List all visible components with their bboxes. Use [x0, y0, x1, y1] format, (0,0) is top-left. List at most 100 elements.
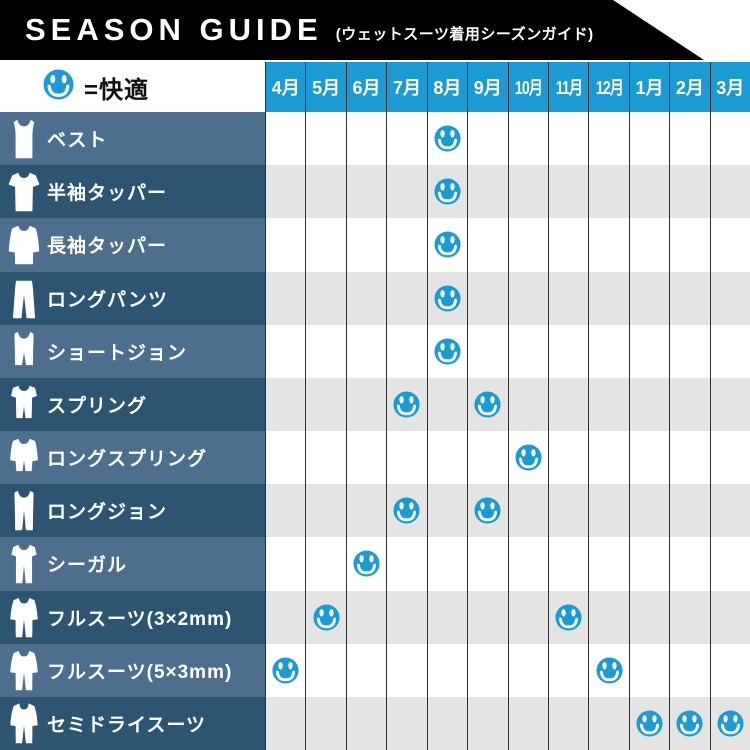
long-spring-suit-icon	[9, 438, 38, 472]
season-cell	[265, 218, 306, 272]
season-cell	[265, 431, 306, 485]
season-cell	[588, 431, 629, 485]
season-cell	[547, 271, 589, 325]
season-cell	[345, 431, 387, 485]
season-cell	[467, 431, 508, 485]
season-cell	[547, 484, 589, 538]
smiley-icon	[717, 710, 744, 737]
smiley-icon	[595, 657, 623, 684]
table-row: ロングスプリング	[0, 431, 750, 485]
season-cell	[345, 271, 387, 325]
season-cell	[467, 590, 508, 644]
season-cell	[386, 590, 427, 644]
table-header-row: =快適 4月 5月 6月 7月 8月 9月 10月 11月 12月 1月 2月 3月	[0, 60, 750, 112]
season-cell	[265, 643, 306, 697]
season-cell	[709, 112, 750, 166]
season-cell	[628, 377, 670, 432]
table-row: ショートジョン	[0, 324, 750, 378]
season-cell	[305, 271, 346, 325]
month-header: 11月	[547, 62, 589, 112]
table-row: ロングジョン	[0, 484, 750, 538]
garment-icon-box	[0, 329, 47, 374]
month-header: 4月	[265, 62, 306, 112]
row-label: スプリング	[47, 395, 148, 417]
smiley-icon	[434, 285, 461, 312]
garment-icon-box	[0, 222, 47, 267]
season-cell	[265, 590, 306, 644]
smiley-icon	[43, 69, 74, 100]
garment-icon-box	[0, 116, 47, 161]
smiley-icon	[393, 391, 421, 418]
season-cell	[709, 165, 750, 219]
season-cell	[265, 165, 306, 219]
season-cell	[669, 696, 710, 750]
garment-icon-box	[0, 595, 47, 640]
month-header-label: 7月	[392, 78, 421, 98]
season-cell	[547, 696, 589, 750]
row-label-cell: ベスト	[0, 112, 265, 166]
smiley-icon	[434, 178, 461, 205]
season-cell	[305, 590, 346, 644]
season-cell	[628, 165, 670, 219]
smiley-icon	[434, 125, 461, 152]
season-cell	[345, 696, 387, 750]
season-cell	[265, 696, 306, 750]
season-cell	[345, 165, 387, 219]
season-cell	[588, 696, 629, 750]
smiley-icon	[43, 69, 74, 105]
season-cell	[507, 218, 548, 272]
row-label-cell: スプリング	[0, 377, 265, 432]
smiley-icon	[434, 338, 461, 365]
season-cell	[305, 324, 346, 378]
short-sleeve-tapper-icon	[8, 173, 39, 212]
season-cell	[669, 165, 710, 219]
row-label-cell: フルスーツ(5×3mm)	[0, 643, 265, 697]
season-cell	[345, 377, 387, 432]
season-cell	[709, 643, 750, 697]
season-cell	[305, 377, 346, 432]
season-cell	[386, 643, 427, 697]
season-grid: ベスト 半袖タッパー 長袖タッパー ロングパンツ ショートジョン スプリング ロングスプリン…	[0, 112, 750, 750]
month-header: 8月	[426, 62, 468, 112]
row-label: フルスーツ(3×2mm)	[47, 608, 233, 630]
season-cell	[265, 377, 306, 432]
month-header: 7月	[386, 62, 427, 112]
table-row: ロングパンツ	[0, 271, 750, 325]
table-row: スプリング	[0, 377, 750, 432]
season-cell	[507, 643, 548, 697]
month-header: 5月	[305, 62, 346, 112]
season-cell	[467, 271, 508, 325]
row-label-cell: ロングパンツ	[0, 271, 265, 325]
season-cell	[669, 377, 710, 432]
row-label: ロングジョン	[47, 502, 168, 524]
season-cell	[386, 165, 427, 219]
season-cell	[467, 696, 508, 750]
month-header: 12月	[588, 62, 629, 112]
season-cell	[386, 377, 427, 432]
table-row: ベスト	[0, 112, 750, 166]
table-row: 半袖タッパー	[0, 165, 750, 219]
smiley-icon	[555, 604, 582, 631]
season-cell	[507, 112, 548, 166]
season-cell	[345, 537, 387, 591]
season-cell	[547, 643, 589, 697]
season-cell	[426, 165, 468, 219]
season-cell	[305, 165, 346, 219]
month-header: 9月	[467, 62, 508, 112]
season-cell	[345, 590, 387, 644]
row-label-cell: ロングスプリング	[0, 431, 265, 485]
table-row: セミドライスーツ	[0, 696, 750, 750]
season-cell	[628, 484, 670, 538]
row-label: 半袖タッパー	[47, 183, 168, 205]
title-banner: SEASON GUIDE (ウェットスーツ着用シーズンガイド)	[0, 0, 704, 60]
season-cell	[467, 165, 508, 219]
season-cell	[547, 431, 589, 485]
garment-icon-box	[0, 648, 47, 693]
season-cell	[345, 112, 387, 166]
garment-icon-box	[0, 169, 47, 214]
season-cell	[669, 643, 710, 697]
season-cell	[547, 590, 589, 644]
season-cell	[709, 431, 750, 485]
season-cell	[467, 643, 508, 697]
